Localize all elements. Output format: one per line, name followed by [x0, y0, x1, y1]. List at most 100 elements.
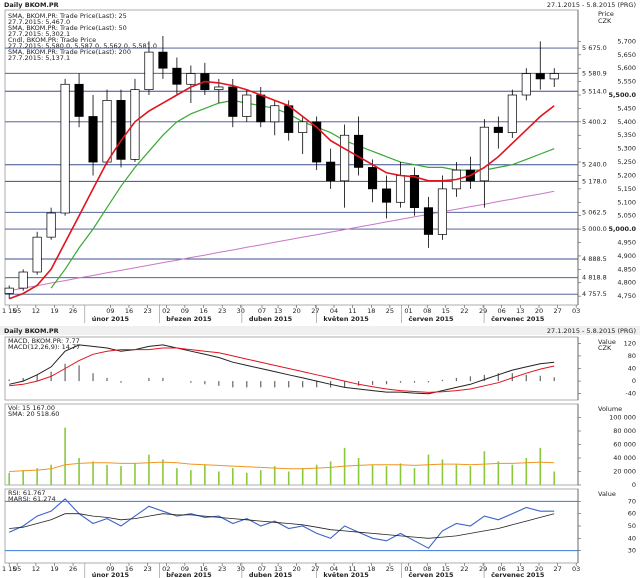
- panel-date-range: 27.1.2015 - 5.8.2015 (PRG): [547, 1, 636, 9]
- histogram-bar: [385, 381, 388, 385]
- histogram-bar: [78, 365, 80, 382]
- candle-body: [4, 287, 14, 294]
- candle-body: [423, 207, 434, 235]
- candle-body: [130, 89, 140, 160]
- x-tick-label: 02: [162, 565, 170, 573]
- candle-body: [284, 105, 294, 133]
- month-label: duben 2015: [249, 315, 293, 323]
- series-line: [9, 461, 555, 472]
- y-axis-label: Price: [598, 10, 614, 18]
- y-axis-label: Value: [598, 490, 616, 498]
- x-tick-label: 06: [498, 565, 506, 573]
- x-tick-label: 1 15: [2, 565, 16, 573]
- y-tick-label: 5,300: [617, 145, 636, 153]
- y-tick-label: 40 000: [613, 454, 636, 462]
- level-label: 4 818.8: [582, 274, 607, 282]
- histogram-bar: [497, 373, 499, 382]
- volume-bar: [315, 464, 318, 485]
- volume-bar: [399, 463, 402, 485]
- month-label: květen 2015: [323, 315, 369, 323]
- volume-bar: [413, 468, 416, 485]
- volume-bar: [511, 464, 514, 485]
- histogram-bar: [553, 377, 555, 382]
- y-tick-label: 5,200: [617, 171, 636, 179]
- y-tick-label: 5,650: [617, 51, 636, 59]
- histogram-bar: [92, 373, 94, 382]
- x-tick-label: 09: [106, 565, 114, 573]
- volume-bar: [357, 458, 360, 485]
- candle-body: [18, 271, 28, 289]
- month-label: červenec 2015: [491, 571, 545, 578]
- y-tick-label: 40: [628, 365, 636, 373]
- y-tick-label: 30: [628, 547, 636, 555]
- histogram-bar: [120, 381, 122, 383]
- y-tick-label: 4,850: [617, 265, 636, 273]
- histogram-bar: [246, 381, 248, 388]
- x-tick-label: 20: [535, 307, 543, 315]
- x-tick-label: 07: [258, 307, 266, 315]
- volume-bar: [553, 471, 556, 485]
- y-tick-label: 5,700: [617, 37, 636, 45]
- month-label: únor 2015: [92, 315, 130, 323]
- candle-body: [256, 94, 266, 123]
- legend-entry: SMA: 20 518.60: [8, 410, 59, 418]
- histogram-bar: [232, 381, 234, 388]
- histogram-bar: [22, 377, 24, 382]
- histogram-bar: [106, 377, 108, 382]
- candle-body: [409, 175, 420, 209]
- legend-value: 27.7.2015: 5,137.1: [8, 54, 70, 62]
- series-line: [9, 344, 555, 395]
- x-tick-label: 13: [516, 565, 524, 573]
- volume-bar: [120, 466, 122, 485]
- histogram-bar: [511, 373, 513, 382]
- histogram-bar: [288, 381, 290, 388]
- volume-bar: [190, 470, 192, 485]
- volume-bar: [64, 427, 66, 485]
- candle-body: [521, 73, 531, 96]
- volume-bar: [204, 464, 206, 485]
- x-tick-label: 22: [460, 565, 468, 573]
- candle-body: [74, 83, 84, 117]
- series-line: [9, 347, 555, 393]
- x-tick-label: 06: [498, 307, 506, 315]
- candle-body: [312, 121, 322, 163]
- volume-bar: [162, 459, 164, 485]
- series-line: [8, 498, 555, 549]
- volume-bar: [483, 451, 486, 485]
- x-tick-label: 29: [479, 307, 487, 315]
- histogram-bar: [469, 376, 471, 382]
- level-label: 5 062.5: [582, 208, 607, 216]
- month-label: červenec 2015: [491, 315, 545, 323]
- x-tick-label: 04: [330, 565, 338, 573]
- level-label: 4 757.5: [582, 290, 607, 298]
- volume-bar: [106, 464, 108, 485]
- x-tick-label: 27: [311, 307, 319, 315]
- y-tick-label: 4,800: [617, 279, 636, 287]
- y-tick-label: 70: [628, 497, 636, 505]
- x-tick-label: 13: [516, 307, 524, 315]
- series-line: [9, 513, 555, 539]
- histogram-bar: [483, 374, 485, 382]
- volume-bar: [455, 464, 458, 485]
- x-tick-label: 16: [199, 565, 207, 573]
- volume-bar: [245, 472, 248, 485]
- volume-bar: [469, 466, 472, 485]
- level-label: 5 400.2: [582, 118, 607, 126]
- volume-bar: [259, 470, 262, 485]
- histogram-bar: [36, 374, 38, 382]
- candle-body: [144, 51, 154, 91]
- histogram-bar: [302, 381, 304, 388]
- candle-body: [60, 83, 70, 214]
- candle-body: [228, 86, 238, 117]
- y-tick-label: 20 000: [613, 468, 636, 476]
- x-tick-label: 08: [423, 565, 431, 573]
- x-tick-label: 03: [572, 565, 580, 573]
- x-tick-label: 11: [348, 565, 356, 573]
- volume-bar: [539, 447, 542, 485]
- candle-body: [214, 86, 224, 91]
- candle-body: [507, 94, 517, 133]
- volume-bar: [441, 459, 444, 485]
- histogram-bar: [441, 379, 444, 382]
- panel-title: Daily BKOM.PR: [4, 327, 59, 335]
